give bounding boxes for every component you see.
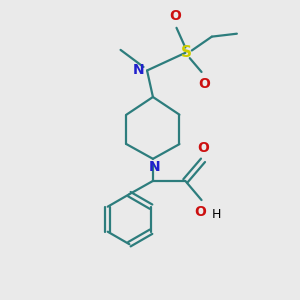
Text: O: O <box>197 141 209 155</box>
Text: N: N <box>133 64 144 77</box>
Text: O: O <box>199 77 210 91</box>
Text: O: O <box>194 206 206 219</box>
Text: N: N <box>148 160 160 174</box>
Text: S: S <box>181 45 192 60</box>
Text: H: H <box>212 208 221 221</box>
Text: O: O <box>169 9 181 23</box>
